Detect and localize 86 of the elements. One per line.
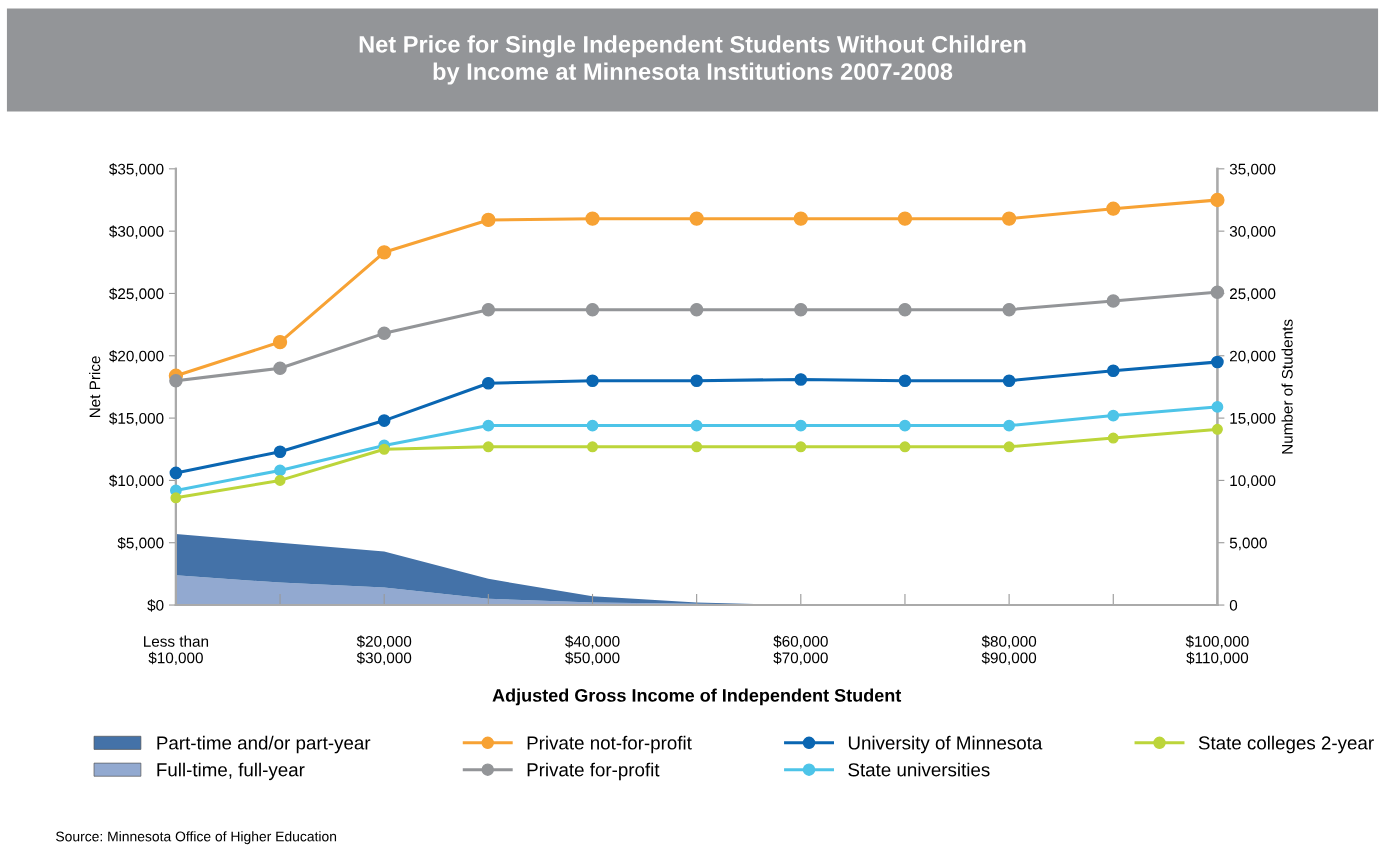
- point: [793, 211, 808, 226]
- point: [1211, 355, 1224, 369]
- x-tick-label: $80,000 $90,000: [981, 635, 1037, 666]
- point: [898, 302, 912, 317]
- x-tick-label: $60,000 $70,000: [773, 635, 828, 666]
- legend-label: Full-time, full-year: [157, 762, 305, 781]
- point: [585, 211, 600, 226]
- point: [482, 376, 495, 390]
- point: [169, 373, 183, 388]
- point: [1107, 409, 1120, 422]
- point: [899, 419, 911, 432]
- point: [1001, 211, 1017, 226]
- point: [898, 374, 912, 388]
- y-tick-label: $5,000: [117, 536, 164, 551]
- x-tick-label: $40,000 $50,000: [565, 635, 620, 666]
- point: [691, 441, 703, 453]
- point: [1002, 302, 1016, 317]
- point: [274, 474, 286, 486]
- legend-label: University of Minnesota: [848, 735, 1043, 754]
- x-tick-label: $100,000 $110,000: [1185, 635, 1249, 666]
- point: [689, 211, 704, 226]
- legend-label: Private not-for-profit: [527, 735, 692, 754]
- y-axis-title: Net Price: [89, 356, 101, 418]
- point: [274, 464, 286, 477]
- y2-tick-label: 30,000: [1229, 226, 1276, 239]
- y-tick-label: $35,000: [109, 163, 164, 177]
- point: [587, 441, 598, 453]
- y-tick-label: $10,000: [109, 474, 164, 488]
- point: [1211, 423, 1223, 435]
- point: [794, 302, 808, 317]
- y2-tick-label: 10,000: [1230, 475, 1276, 488]
- point: [170, 492, 182, 504]
- y2-tick-label: 25,000: [1229, 288, 1276, 301]
- y2-tick-label: 20,000: [1229, 350, 1276, 364]
- y2-tick-label: 15,000: [1230, 412, 1276, 426]
- point: [794, 373, 808, 386]
- point: [377, 326, 391, 341]
- point: [1003, 441, 1015, 453]
- point: [1211, 400, 1224, 413]
- y-tick-label: $20,000: [109, 350, 164, 364]
- y-tick-label: $15,000: [109, 412, 164, 426]
- point: [794, 419, 807, 432]
- point: [899, 441, 911, 453]
- point: [1106, 294, 1120, 308]
- legend-label: State universities: [848, 762, 990, 777]
- point: [1107, 432, 1119, 444]
- point: [169, 466, 183, 480]
- point: [690, 419, 703, 432]
- point: [1106, 201, 1121, 216]
- y2-tick-label: 0: [1229, 599, 1238, 611]
- legend-label: Private for-profit: [527, 762, 660, 781]
- point: [1210, 285, 1225, 299]
- point: [273, 361, 287, 375]
- point: [482, 419, 495, 432]
- x-tick-label: Less than $10,000: [144, 635, 209, 666]
- point: [1002, 374, 1016, 388]
- y-tick-label: $0: [147, 599, 164, 612]
- y-tick-label: $25,000: [109, 287, 164, 301]
- chart-title: Net Price for Single Independent Students Without Children by Income at Minnesota Institutions 2007-2008: [359, 35, 1026, 85]
- point: [586, 374, 599, 388]
- point: [377, 245, 392, 260]
- point: [378, 443, 390, 455]
- y-tick-label: $30,000: [109, 225, 164, 239]
- point: [377, 414, 391, 427]
- point: [689, 302, 704, 317]
- legend-label: Part-time and/or part-year: [157, 735, 371, 754]
- point: [586, 419, 599, 432]
- point: [1003, 419, 1016, 432]
- source-note: Source: Minnesota Office of Higher Education: [56, 831, 337, 845]
- y2-axis-title: Number of Students: [1281, 319, 1293, 454]
- point: [897, 211, 913, 226]
- point: [273, 445, 287, 459]
- y2-tick-label: 5,000: [1229, 537, 1267, 551]
- x-axis-title: Adjusted Gross Income of Independent Student: [492, 688, 902, 706]
- point: [482, 441, 494, 453]
- point: [481, 302, 496, 317]
- point: [481, 212, 496, 228]
- y2-tick-label: 35,000: [1229, 163, 1276, 177]
- point: [1106, 364, 1120, 378]
- point: [690, 374, 703, 388]
- point: [272, 334, 288, 350]
- x-tick-label: $20,000 $30,000: [356, 635, 412, 666]
- legend-label: State colleges 2-year: [1198, 735, 1374, 754]
- point: [585, 302, 600, 317]
- point: [1210, 192, 1225, 208]
- point: [795, 441, 807, 453]
